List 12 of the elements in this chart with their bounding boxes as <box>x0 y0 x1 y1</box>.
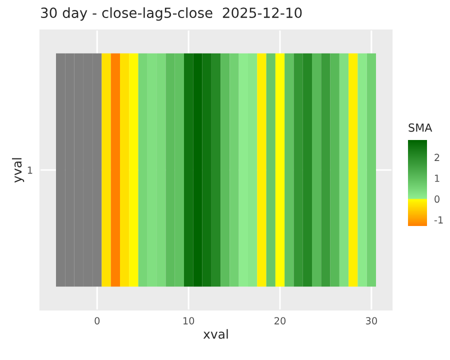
color-bar-label: 1 <box>435 174 440 182</box>
chart-title: 30 day - close-lag5-close 2025-12-10 <box>41 7 302 21</box>
x-tick-label: 30 <box>366 317 377 324</box>
x-tick-label: 0 <box>94 317 100 324</box>
x-axis-title: xval <box>203 329 228 339</box>
color-bar-title: SMA <box>408 123 432 132</box>
color-bar-label: -1 <box>434 216 443 224</box>
color-bar-label: 2 <box>434 154 440 161</box>
x-tick-label: 20 <box>274 317 286 324</box>
x-tick-label: 10 <box>183 317 194 324</box>
color-bar-label: 0 <box>434 195 440 203</box>
y-axis-title: yval <box>12 158 24 183</box>
